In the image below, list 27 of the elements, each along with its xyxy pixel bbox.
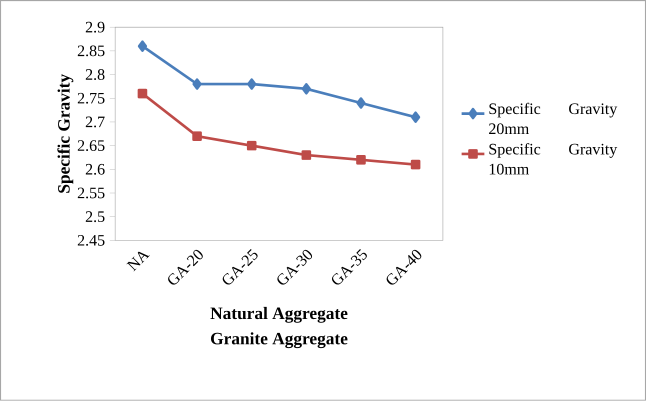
point [356,155,366,165]
y-tick-label: 2.6 [86,164,105,175]
point [302,150,312,160]
point [192,131,202,142]
point [247,78,256,90]
y-tick-label: 2.65 [78,140,104,152]
y-tick-label: 2.45 [78,235,104,246]
y-tick-label: 2.5 [86,211,104,222]
point [410,160,420,170]
y-tick-label: 2.9 [86,22,104,33]
y-tick-label: 2.75 [78,92,104,104]
point [410,112,420,124]
point [246,140,257,151]
legend-label: Specific Gravity 10mm [489,143,618,175]
legend-label: Specific Gravity 20mm [489,102,618,134]
y-axis-title: Specific Gravity [57,74,74,193]
point [138,40,148,52]
y-tick-label: 2.7 [86,116,105,128]
point [356,97,366,109]
x-axis-title: Natural Aggregate Granite Aggregate [210,307,348,348]
point [192,78,202,90]
x-tick-label: NA [126,252,150,272]
point [302,83,311,95]
point [138,88,148,98]
y-tick-label: 2.55 [78,188,104,199]
y-tick-label: 2.8 [86,69,104,80]
y-tick-label: 2.85 [78,46,104,56]
